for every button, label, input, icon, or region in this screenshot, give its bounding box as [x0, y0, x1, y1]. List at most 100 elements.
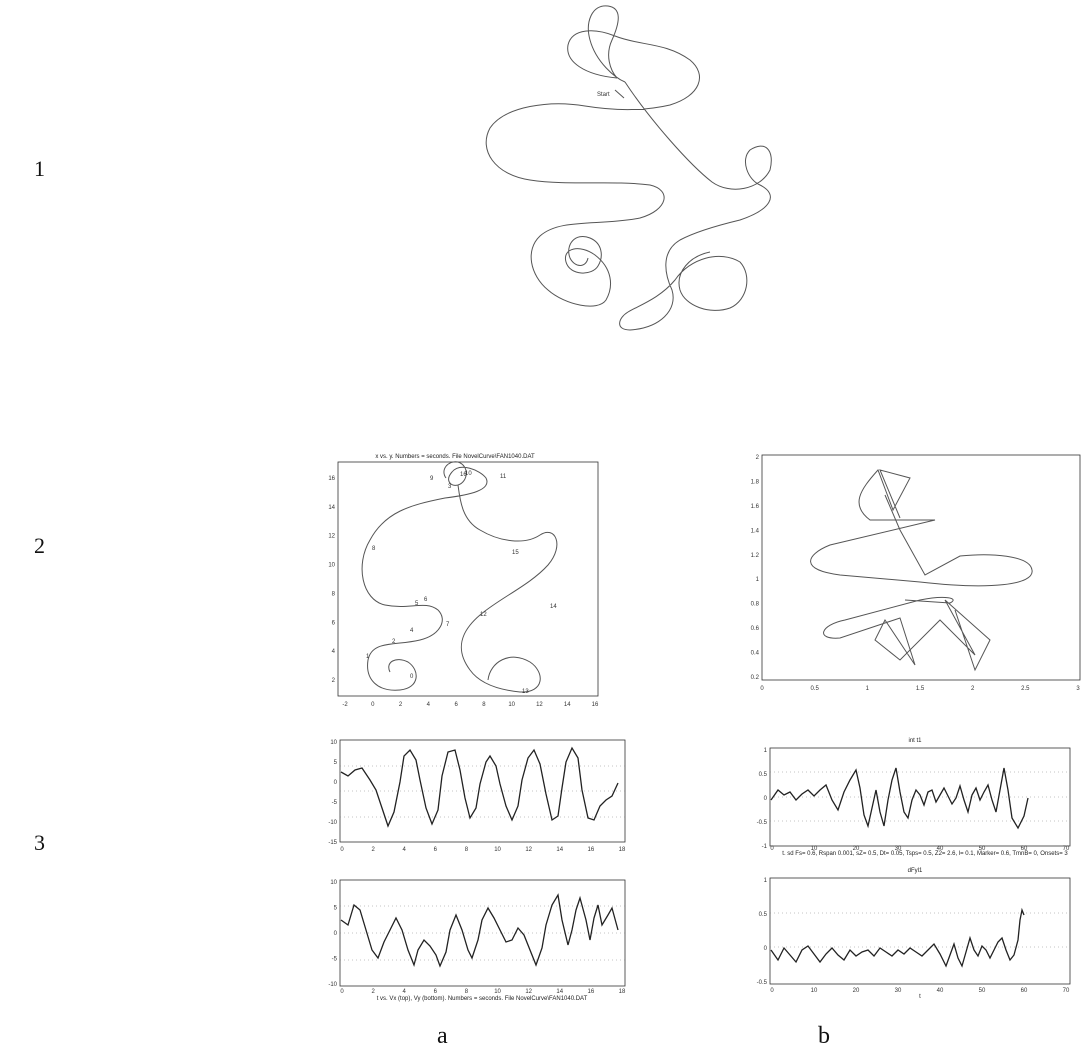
plot-3a-top-y-tick-label: -10 — [328, 820, 337, 826]
plot-2a-y-tick-label: 12 — [328, 534, 335, 540]
plot-3a-bottom-x-tick-label: 14 — [556, 989, 563, 995]
plot-2a-time-label: 1 — [366, 654, 370, 660]
plot-2a-time-label: 7 — [446, 622, 450, 628]
plot-2a-x-tick-label: 8 — [482, 702, 486, 708]
plot-3a-bottom-y-tick-label: -5 — [332, 957, 338, 963]
plot-2b-y-tick-label: 1.8 — [751, 479, 760, 485]
plot-3b-bottom-x-ticks: 0 10 20 30 40 50 60 70 — [770, 988, 1070, 994]
plot-2a-time-label: 10 — [465, 471, 472, 477]
plot-3a-top-y-tick-label: 5 — [334, 760, 338, 766]
plot-3b-top-y-tick-label: 0 — [764, 796, 768, 802]
plot-3b-bottom-y-ticks: 1 0.5 0 -0.5 — [757, 878, 768, 986]
plot-3b-bottom-x-tick-label: 70 — [1063, 988, 1070, 994]
plot-3a-bottom: 0 2 4 6 8 10 12 14 16 18 10 5 0 -5 -10 t vs. Vx (top)… — [328, 879, 626, 1002]
plot-3b-top-signal — [770, 767, 1029, 830]
plot-2a-x-tick-label: 12 — [536, 702, 543, 708]
plot-3a-bottom-x-tick-label: 10 — [494, 989, 501, 995]
plot-3b-bottom-x-tick-label: 50 — [979, 988, 986, 994]
plot-2a-time-label: 5 — [415, 601, 419, 607]
plot-3b-top-x-tick-label: 0 — [770, 846, 774, 852]
plot-2b-y-tick-label: 0.6 — [751, 626, 760, 632]
plot-3b-bottom-x-tick-label: 40 — [937, 988, 944, 994]
plot-2a-title: x vs. y. Numbers = seconds. File NovelCu… — [375, 454, 535, 460]
plot-2b-y-tick-label: 1.2 — [751, 553, 760, 559]
plot-3a-top-x-tick-label: 2 — [371, 847, 375, 853]
plot-3b-top-y-tick-label: -0.5 — [757, 820, 768, 826]
plot-2a-x-tick-label: 6 — [454, 702, 458, 708]
plot-3a-caption: t vs. Vx (top), Vy (bottom). Numbers = s… — [377, 996, 588, 1002]
plot-3b-bottom-x-tick-label: 30 — [895, 988, 902, 994]
plot-3b-top-y-tick-label: 0.5 — [759, 772, 768, 778]
plot-2b-x-tick-label: 0.5 — [810, 686, 819, 692]
plot-2b-y-tick-label: 1 — [756, 577, 760, 583]
plot-2a-x-ticks: -2 0 2 4 6 8 10 12 14 16 — [342, 702, 599, 708]
plot-2a-time-label: 13 — [522, 689, 529, 695]
plot-2a-x-tick-label: -2 — [342, 702, 348, 708]
plot-2b-x-tick-label: 2 — [971, 686, 975, 692]
plot-3b-bottom-signal — [770, 907, 1025, 968]
plot-3b-bottom-frame — [769, 877, 1071, 985]
plot-3a-bottom-y-ticks: 10 5 0 -5 -10 — [328, 880, 337, 988]
plot-2b-x-ticks: 0 0.5 1 1.5 2 2.5 3 — [760, 686, 1080, 692]
plot-2b-y-tick-label: 2 — [756, 455, 760, 461]
plot-2b-x-tick-label: 1.5 — [916, 686, 925, 692]
plot-3b-top-caption: t. sd Fs= 0.6, Rspan 0.001, sZ= 0.5, Dt=… — [782, 851, 1068, 857]
plot-2a-time-label: 2 — [392, 639, 396, 645]
plot-2a-time-label: 12 — [480, 612, 487, 618]
plot-2a-y-tick-label: 4 — [332, 649, 336, 655]
plot-3a-top-y-tick-label: 10 — [330, 740, 337, 746]
plot-3b-top-x-ticks: 0 10 20 30 40 50 60 70 — [770, 846, 1070, 852]
plot-2a-y-ticks: 16 14 12 10 8 6 4 2 — [328, 476, 335, 684]
plot-2a-x-tick-label: 10 — [508, 702, 515, 708]
plot-3b-top-title: int t1 — [908, 738, 922, 744]
col-label-a: a — [437, 1023, 448, 1049]
plot-3a-top-x-tick-label: 10 — [494, 847, 501, 853]
row-label-3: 3 — [34, 830, 45, 855]
plot-3a-bottom-x-tick-label: 4 — [403, 989, 407, 995]
plot-3b-top-x-tick-label: 20 — [853, 846, 860, 852]
plot-3b-bottom-x-tick-label: 10 — [811, 988, 818, 994]
plot-2a-y-tick-label: 16 — [328, 476, 335, 482]
plot-3b-top-y-tick-label: 1 — [764, 748, 768, 754]
plot-2a-time-label: 14 — [550, 604, 557, 610]
plot-2b-x-tick-label: 1 — [866, 686, 870, 692]
start-label: Start — [597, 92, 610, 98]
plot-3b-bottom-title: dFyl1 — [908, 868, 923, 874]
plot-3b-bottom-y-tick-label: 1 — [764, 878, 768, 884]
plot-2a-y-tick-label: 8 — [332, 591, 336, 597]
plot-3a-bottom-x-tick-label: 8 — [465, 989, 469, 995]
plot-3a-top-x-tick-label: 6 — [434, 847, 438, 853]
plot-3a-top: 0 2 4 6 8 10 12 14 16 18 10 5 0 -5 -10 -15 — [328, 739, 626, 853]
plot-3b-bottom-x-tick-label: 60 — [1021, 988, 1028, 994]
top-curve: Start — [485, 5, 772, 331]
plot-2a-time-label: 9 — [430, 476, 434, 482]
plot-3b-top-x-tick-label: 50 — [979, 846, 986, 852]
plot-3a-bottom-y-tick-label: 10 — [330, 880, 337, 886]
plot-3b-top-x-tick-label: 10 — [811, 846, 818, 852]
plot-3a-top-x-tick-label: 18 — [619, 847, 626, 853]
plot-2a-y-tick-label: 14 — [328, 505, 335, 511]
plot-2b-y-ticks: 2 1.8 1.6 1.4 1.2 1 0.8 0.6 0.4 0.2 — [751, 455, 760, 681]
plot-2a-time-label: 15 — [512, 550, 519, 556]
plot-3b-top-y-ticks: 1 0.5 0 -0.5 -1 — [757, 748, 768, 850]
plot-3a-top-y-tick-label: -5 — [332, 800, 338, 806]
plot-2a-time-label: 0 — [410, 674, 414, 680]
plot-2b-y-tick-label: 0.2 — [751, 675, 760, 681]
plot-3a-top-x-tick-label: 8 — [465, 847, 469, 853]
plot-2a-time-label: 4 — [410, 628, 414, 634]
plot-3a-bottom-x-tick-label: 12 — [525, 989, 532, 995]
plot-2a-x-tick-label: 14 — [564, 702, 571, 708]
plot-3b-top-x-tick-label: 70 — [1063, 846, 1070, 852]
plot-2a-time-label: 8 — [372, 546, 376, 552]
col-label-b: b — [818, 1023, 830, 1049]
plot-2a-frame — [337, 461, 599, 697]
row-label-2: 2 — [34, 533, 45, 558]
plot-3b-bottom: dFyl1 0 10 20 30 40 50 60 70 10.50-0.5 t — [757, 868, 1071, 1000]
plot-2a-time-label: 11 — [500, 474, 507, 480]
plot-3b-top-y-tick-label: -1 — [762, 844, 768, 850]
plot-2b-y-tick-label: 1.4 — [751, 528, 760, 534]
row-label-1: 1 — [34, 156, 45, 181]
plot-3a-bottom-y-tick-label: 0 — [334, 931, 338, 937]
plot-3b-top-x-tick-label: 60 — [1021, 846, 1028, 852]
plot-3a-bottom-x-ticks: 0 2 4 6 8 10 12 14 16 18 — [340, 989, 626, 995]
